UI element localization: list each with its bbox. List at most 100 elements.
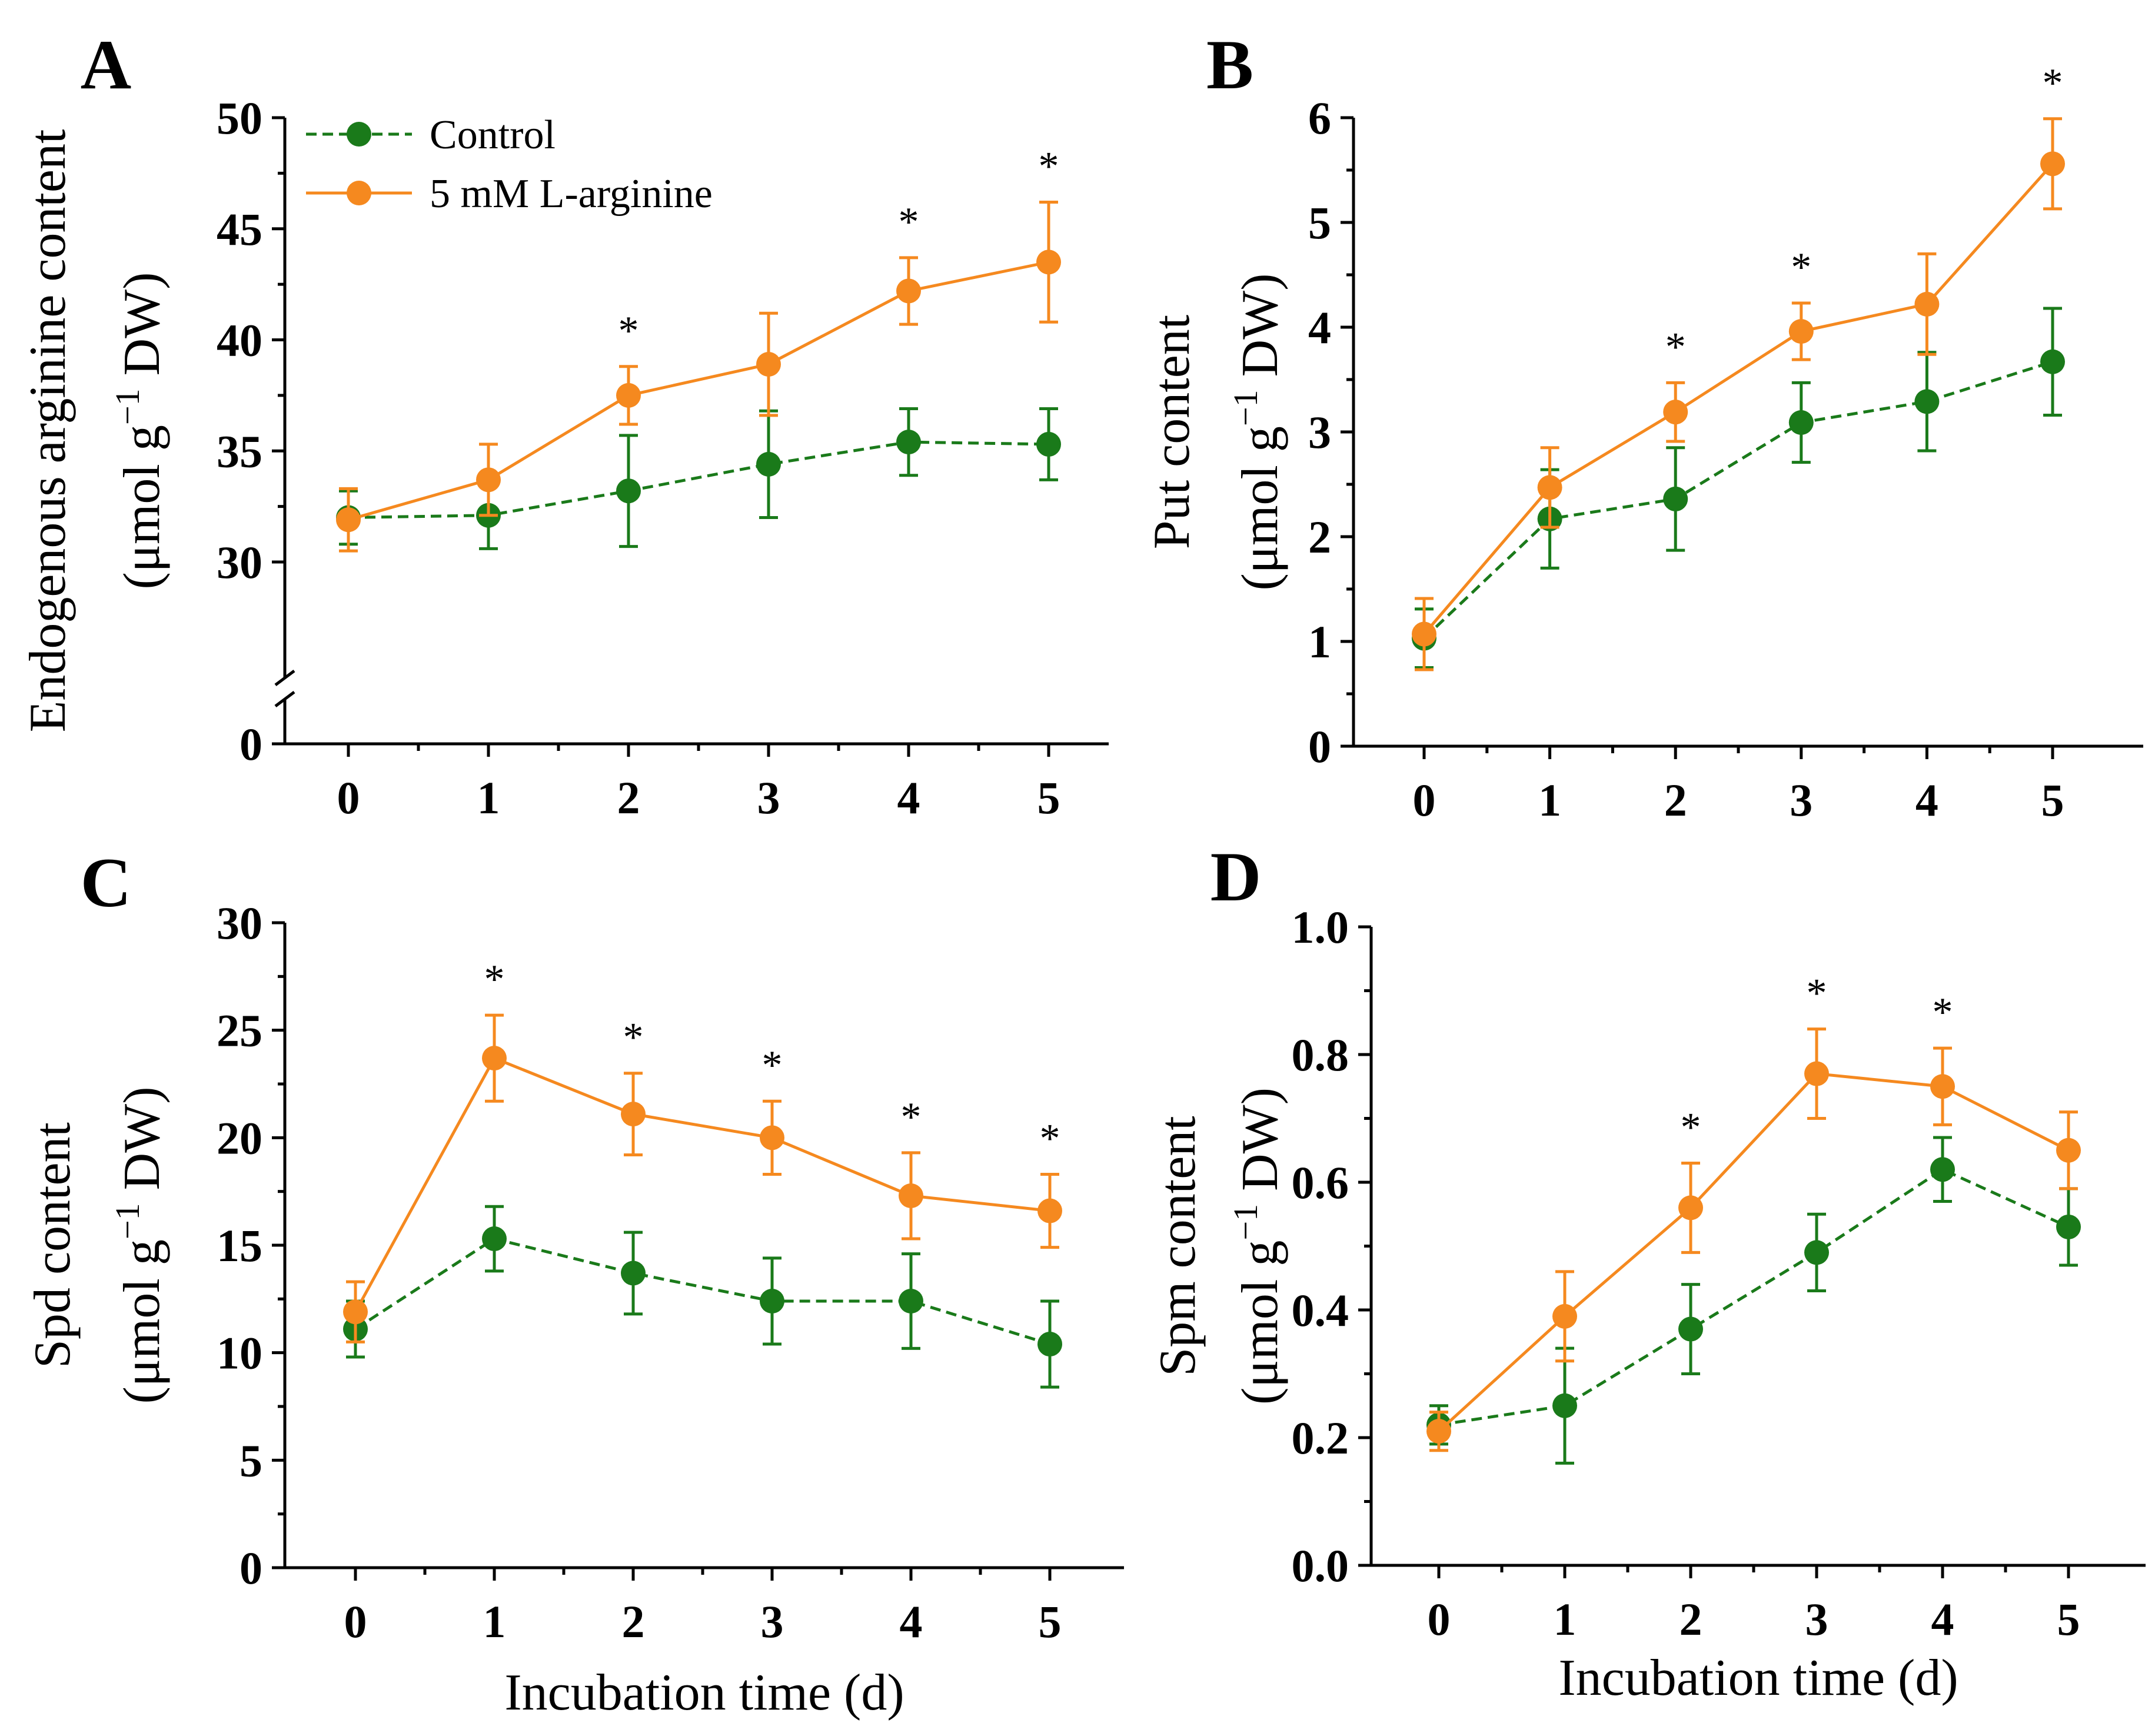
x-tick-label: 2 bbox=[617, 772, 640, 823]
x-tick-label: 0 bbox=[1428, 1594, 1451, 1645]
data-point bbox=[1930, 1074, 1955, 1099]
data-point bbox=[756, 451, 781, 477]
series-arginine bbox=[336, 200, 1061, 553]
legend: Control 5 mM L-arginine bbox=[306, 112, 713, 217]
data-point bbox=[1036, 250, 1061, 275]
series-line bbox=[1438, 1168, 2070, 1426]
x-tick-label: 3 bbox=[1790, 774, 1813, 826]
x-tick-label: 1 bbox=[483, 1596, 506, 1647]
significance-star: * bbox=[1665, 324, 1686, 370]
x-tick-label: 1 bbox=[477, 772, 500, 823]
significance-star: * bbox=[1791, 245, 1811, 290]
y-tick-label: 30 bbox=[217, 897, 262, 949]
x-tick-label: 3 bbox=[757, 772, 780, 823]
significance-star: * bbox=[2043, 61, 2063, 106]
data-point bbox=[1914, 291, 1940, 317]
x-tick-label: 5 bbox=[1037, 772, 1060, 823]
unit-superscript: −1 bbox=[1226, 1204, 1265, 1241]
data-point bbox=[1804, 1240, 1829, 1265]
y-tick-label: 45 bbox=[217, 204, 262, 255]
axis-break-mark bbox=[274, 691, 295, 707]
y-tick-label: 0.6 bbox=[1292, 1157, 1349, 1208]
y-tick-label: 5 bbox=[240, 1435, 262, 1486]
data-point bbox=[1663, 486, 1688, 511]
data-point bbox=[2040, 349, 2065, 374]
significance-star: * bbox=[1807, 971, 1827, 1016]
data-point bbox=[1788, 410, 1814, 435]
chart-panel-B: B 0 1 2 3 4 5 6 0 1 2 3 4 5 Put content (μmol g−1 DW) * *… bbox=[1143, 25, 2143, 826]
unit-superscript: −1 bbox=[1226, 390, 1265, 426]
y-tick-label: 10 bbox=[217, 1328, 262, 1379]
panel-letter: C bbox=[81, 843, 132, 922]
data-point bbox=[482, 1226, 507, 1252]
data-point bbox=[1037, 1332, 1062, 1357]
data-point bbox=[1537, 475, 1562, 500]
x-tick-label: 4 bbox=[900, 1596, 923, 1647]
panel-letter: A bbox=[81, 25, 132, 104]
y-tick-label: 2 bbox=[1308, 511, 1331, 563]
data-point bbox=[1678, 1316, 1703, 1342]
y-tick-label: 1 bbox=[1308, 616, 1331, 667]
x-tick-label: 4 bbox=[1915, 774, 1938, 826]
y-tick-label: 50 bbox=[217, 92, 262, 144]
series-arginine bbox=[1412, 117, 2065, 671]
data-point bbox=[1804, 1061, 1829, 1086]
y-axis-unit: (μmol g−1 DW) bbox=[108, 272, 171, 589]
unit-text: (μmol g bbox=[1232, 1241, 1289, 1405]
y-axis-unit: (μmol g−1 DW) bbox=[108, 1086, 171, 1404]
data-point bbox=[621, 1102, 646, 1127]
data-point bbox=[1037, 1198, 1062, 1223]
y-tick-label: 6 bbox=[1308, 92, 1331, 144]
panel-letter: B bbox=[1206, 25, 1253, 104]
y-tick-label: 0.8 bbox=[1292, 1029, 1349, 1080]
series-line bbox=[354, 1056, 1050, 1313]
unit-superscript: −1 bbox=[108, 1203, 147, 1239]
unit-text: DW) bbox=[1232, 1088, 1289, 1204]
data-point bbox=[1930, 1157, 1955, 1182]
significance-star: * bbox=[899, 199, 919, 245]
series-line bbox=[1423, 360, 2053, 640]
data-point bbox=[476, 467, 501, 493]
y-tick-label: 30 bbox=[217, 537, 262, 588]
data-point bbox=[336, 507, 361, 533]
data-point bbox=[1788, 319, 1814, 344]
data-point bbox=[1663, 400, 1688, 425]
data-point bbox=[896, 430, 921, 455]
x-tick-label: 4 bbox=[897, 772, 920, 823]
series-line bbox=[348, 260, 1049, 521]
x-tick-label: 0 bbox=[337, 772, 360, 823]
legend-marker bbox=[347, 181, 371, 205]
y-tick-label: 5 bbox=[1308, 197, 1331, 248]
x-tick-label: 2 bbox=[1664, 774, 1687, 826]
x-tick-label: 2 bbox=[1680, 1594, 1702, 1645]
x-tick-label: 1 bbox=[1554, 1594, 1577, 1645]
unit-text: (μmol g bbox=[114, 1239, 171, 1404]
y-axis-title: Spm content bbox=[1149, 1116, 1206, 1376]
series-control bbox=[1426, 1136, 2081, 1465]
series-arginine bbox=[343, 1013, 1062, 1343]
data-point bbox=[1552, 1303, 1577, 1329]
series-control bbox=[1412, 307, 2065, 669]
data-point bbox=[1914, 389, 1940, 414]
unit-superscript: −1 bbox=[108, 388, 147, 425]
series-arginine bbox=[1426, 1027, 2081, 1452]
series-line bbox=[354, 1237, 1050, 1346]
y-tick-label: 35 bbox=[217, 425, 262, 477]
data-point bbox=[756, 352, 781, 377]
data-point bbox=[1412, 621, 1436, 647]
data-point bbox=[616, 478, 641, 504]
significance-star: * bbox=[1039, 144, 1059, 189]
significance-star: * bbox=[1040, 1116, 1060, 1161]
unit-text: (μmol g bbox=[114, 425, 171, 589]
data-point bbox=[482, 1046, 507, 1071]
y-axis-title: Put content bbox=[1143, 315, 1200, 549]
series-line bbox=[348, 440, 1049, 519]
x-axis-title: Incubation time (d) bbox=[504, 1664, 904, 1721]
legend-label: 5 mM L-arginine bbox=[430, 171, 713, 217]
data-point bbox=[1678, 1195, 1703, 1220]
unit-text: (μmol g bbox=[1232, 426, 1289, 590]
x-tick-label: 5 bbox=[2057, 1594, 2080, 1645]
significance-star: * bbox=[762, 1043, 783, 1088]
data-point bbox=[1036, 431, 1061, 457]
